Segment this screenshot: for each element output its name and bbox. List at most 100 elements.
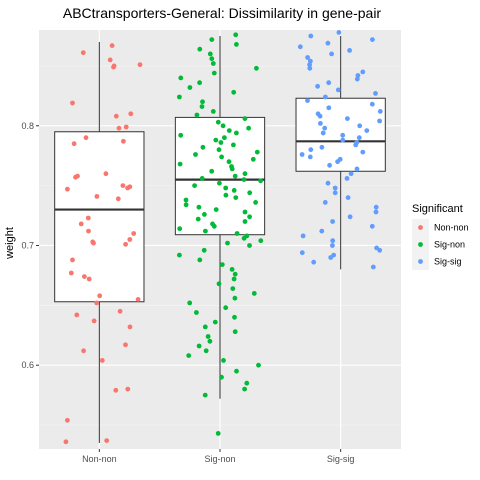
- data-point-non-non: [91, 240, 96, 246]
- data-point-non-non: [82, 274, 87, 279]
- data-point-non-non: [125, 185, 130, 191]
- data-point-sig-sig: [299, 250, 305, 256]
- data-point-sig-sig: [364, 128, 370, 134]
- data-point-sig-non: [187, 85, 193, 90]
- data-point-sig-sig: [336, 30, 342, 35]
- data-point-sig-non: [202, 212, 207, 217]
- legend-key-dot: [418, 225, 423, 230]
- data-point-sig-sig: [330, 243, 335, 248]
- data-point-sig-non: [216, 281, 222, 287]
- data-point-sig-non: [229, 267, 235, 272]
- data-point-sig-non: [253, 200, 258, 205]
- data-point-non-non: [81, 348, 86, 354]
- data-point-sig-non: [232, 314, 237, 320]
- data-point-sig-non: [201, 247, 207, 253]
- data-point-non-non: [65, 186, 70, 192]
- data-point-sig-sig: [369, 223, 375, 229]
- data-point-sig-non: [216, 147, 222, 153]
- data-point-non-non: [70, 100, 75, 106]
- data-point-sig-non: [232, 173, 238, 179]
- data-point-sig-sig: [354, 76, 360, 82]
- data-point-non-non: [94, 194, 100, 199]
- data-point-sig-non: [211, 70, 217, 76]
- data-point-sig-non: [234, 42, 239, 47]
- data-point-sig-non: [242, 116, 248, 121]
- data-point-sig-non: [193, 152, 198, 157]
- y-tick-label: 0.6: [21, 360, 34, 370]
- data-point-sig-sig: [322, 200, 328, 205]
- data-point-sig-non: [242, 219, 248, 224]
- data-point-sig-non: [209, 168, 215, 174]
- data-point-sig-sig: [326, 105, 332, 111]
- data-point-non-non: [74, 312, 80, 318]
- data-point-sig-sig: [317, 113, 323, 119]
- data-point-sig-non: [186, 353, 192, 358]
- data-point-sig-non: [209, 37, 215, 42]
- data-point-sig-non: [241, 177, 247, 183]
- data-point-sig-non: [195, 216, 201, 222]
- data-point-non-non: [123, 342, 128, 348]
- data-point-sig-non: [250, 156, 256, 162]
- data-point-sig-sig: [344, 176, 350, 181]
- data-point-sig-sig: [308, 58, 313, 64]
- data-point-sig-non: [217, 180, 222, 186]
- data-point-sig-non: [212, 319, 218, 325]
- data-point-non-non: [109, 43, 115, 48]
- data-point-sig-non: [177, 94, 182, 100]
- data-point-sig-non: [178, 132, 184, 138]
- data-point-sig-non: [196, 204, 202, 210]
- data-point-sig-non: [229, 166, 235, 172]
- data-point-sig-sig: [325, 40, 331, 46]
- data-point-sig-non: [231, 89, 237, 95]
- data-point-sig-sig: [329, 51, 334, 57]
- data-point-sig-sig: [377, 109, 383, 114]
- data-point-sig-non: [194, 112, 200, 118]
- data-point-sig-sig: [373, 91, 378, 96]
- data-point-sig-sig: [332, 190, 338, 196]
- point-layer: [63, 30, 383, 445]
- data-point-sig-sig: [318, 121, 323, 126]
- data-point-non-non: [85, 215, 91, 221]
- data-point-sig-non: [222, 135, 227, 141]
- data-point-sig-non: [244, 380, 250, 386]
- data-point-sig-non: [246, 125, 252, 131]
- data-point-sig-sig: [330, 238, 336, 244]
- data-point-sig-non: [221, 358, 226, 363]
- data-point-sig-sig: [315, 83, 320, 89]
- data-point-sig-non: [205, 334, 211, 339]
- y-axis: 0.6 0.7 0.8: [21, 121, 39, 370]
- data-point-non-non: [73, 174, 78, 180]
- legend-label: Non-non: [434, 223, 469, 233]
- data-point-sig-non: [213, 137, 219, 143]
- data-point-sig-non: [177, 252, 182, 258]
- x-tick-label: Sig-non: [204, 454, 235, 464]
- chart-title: ABCtransporters-General: Dissimilarity i…: [63, 5, 382, 21]
- data-point-sig-sig: [305, 55, 310, 60]
- data-point-sig-non: [210, 109, 216, 114]
- data-point-sig-non: [234, 231, 240, 236]
- data-point-sig-sig: [347, 214, 353, 220]
- data-point-non-non: [113, 387, 119, 393]
- data-point-non-non: [128, 111, 134, 117]
- data-point-sig-non: [197, 46, 203, 52]
- data-point-sig-non: [231, 276, 237, 282]
- data-point-sig-non: [232, 271, 238, 277]
- data-point-sig-non: [223, 192, 229, 198]
- data-point-sig-non: [213, 207, 219, 213]
- data-point-sig-sig: [299, 152, 305, 157]
- data-point-sig-sig: [332, 185, 338, 191]
- data-point-sig-sig: [322, 125, 328, 131]
- data-point-sig-non: [183, 197, 189, 203]
- data-point-sig-sig: [355, 73, 361, 78]
- legend-title: Significant: [412, 203, 463, 215]
- x-tick-label: Non-non: [82, 454, 117, 464]
- data-point-non-non: [111, 64, 116, 70]
- data-point-sig-sig: [353, 142, 359, 148]
- data-point-sig-sig: [340, 137, 346, 143]
- data-point-non-non: [97, 293, 103, 299]
- data-point-sig-non: [251, 291, 257, 296]
- x-tick-label: Sig-sig: [327, 454, 355, 464]
- data-point-sig-non: [196, 343, 202, 349]
- data-point-sig-non: [241, 235, 247, 241]
- data-point-sig-non: [207, 51, 213, 57]
